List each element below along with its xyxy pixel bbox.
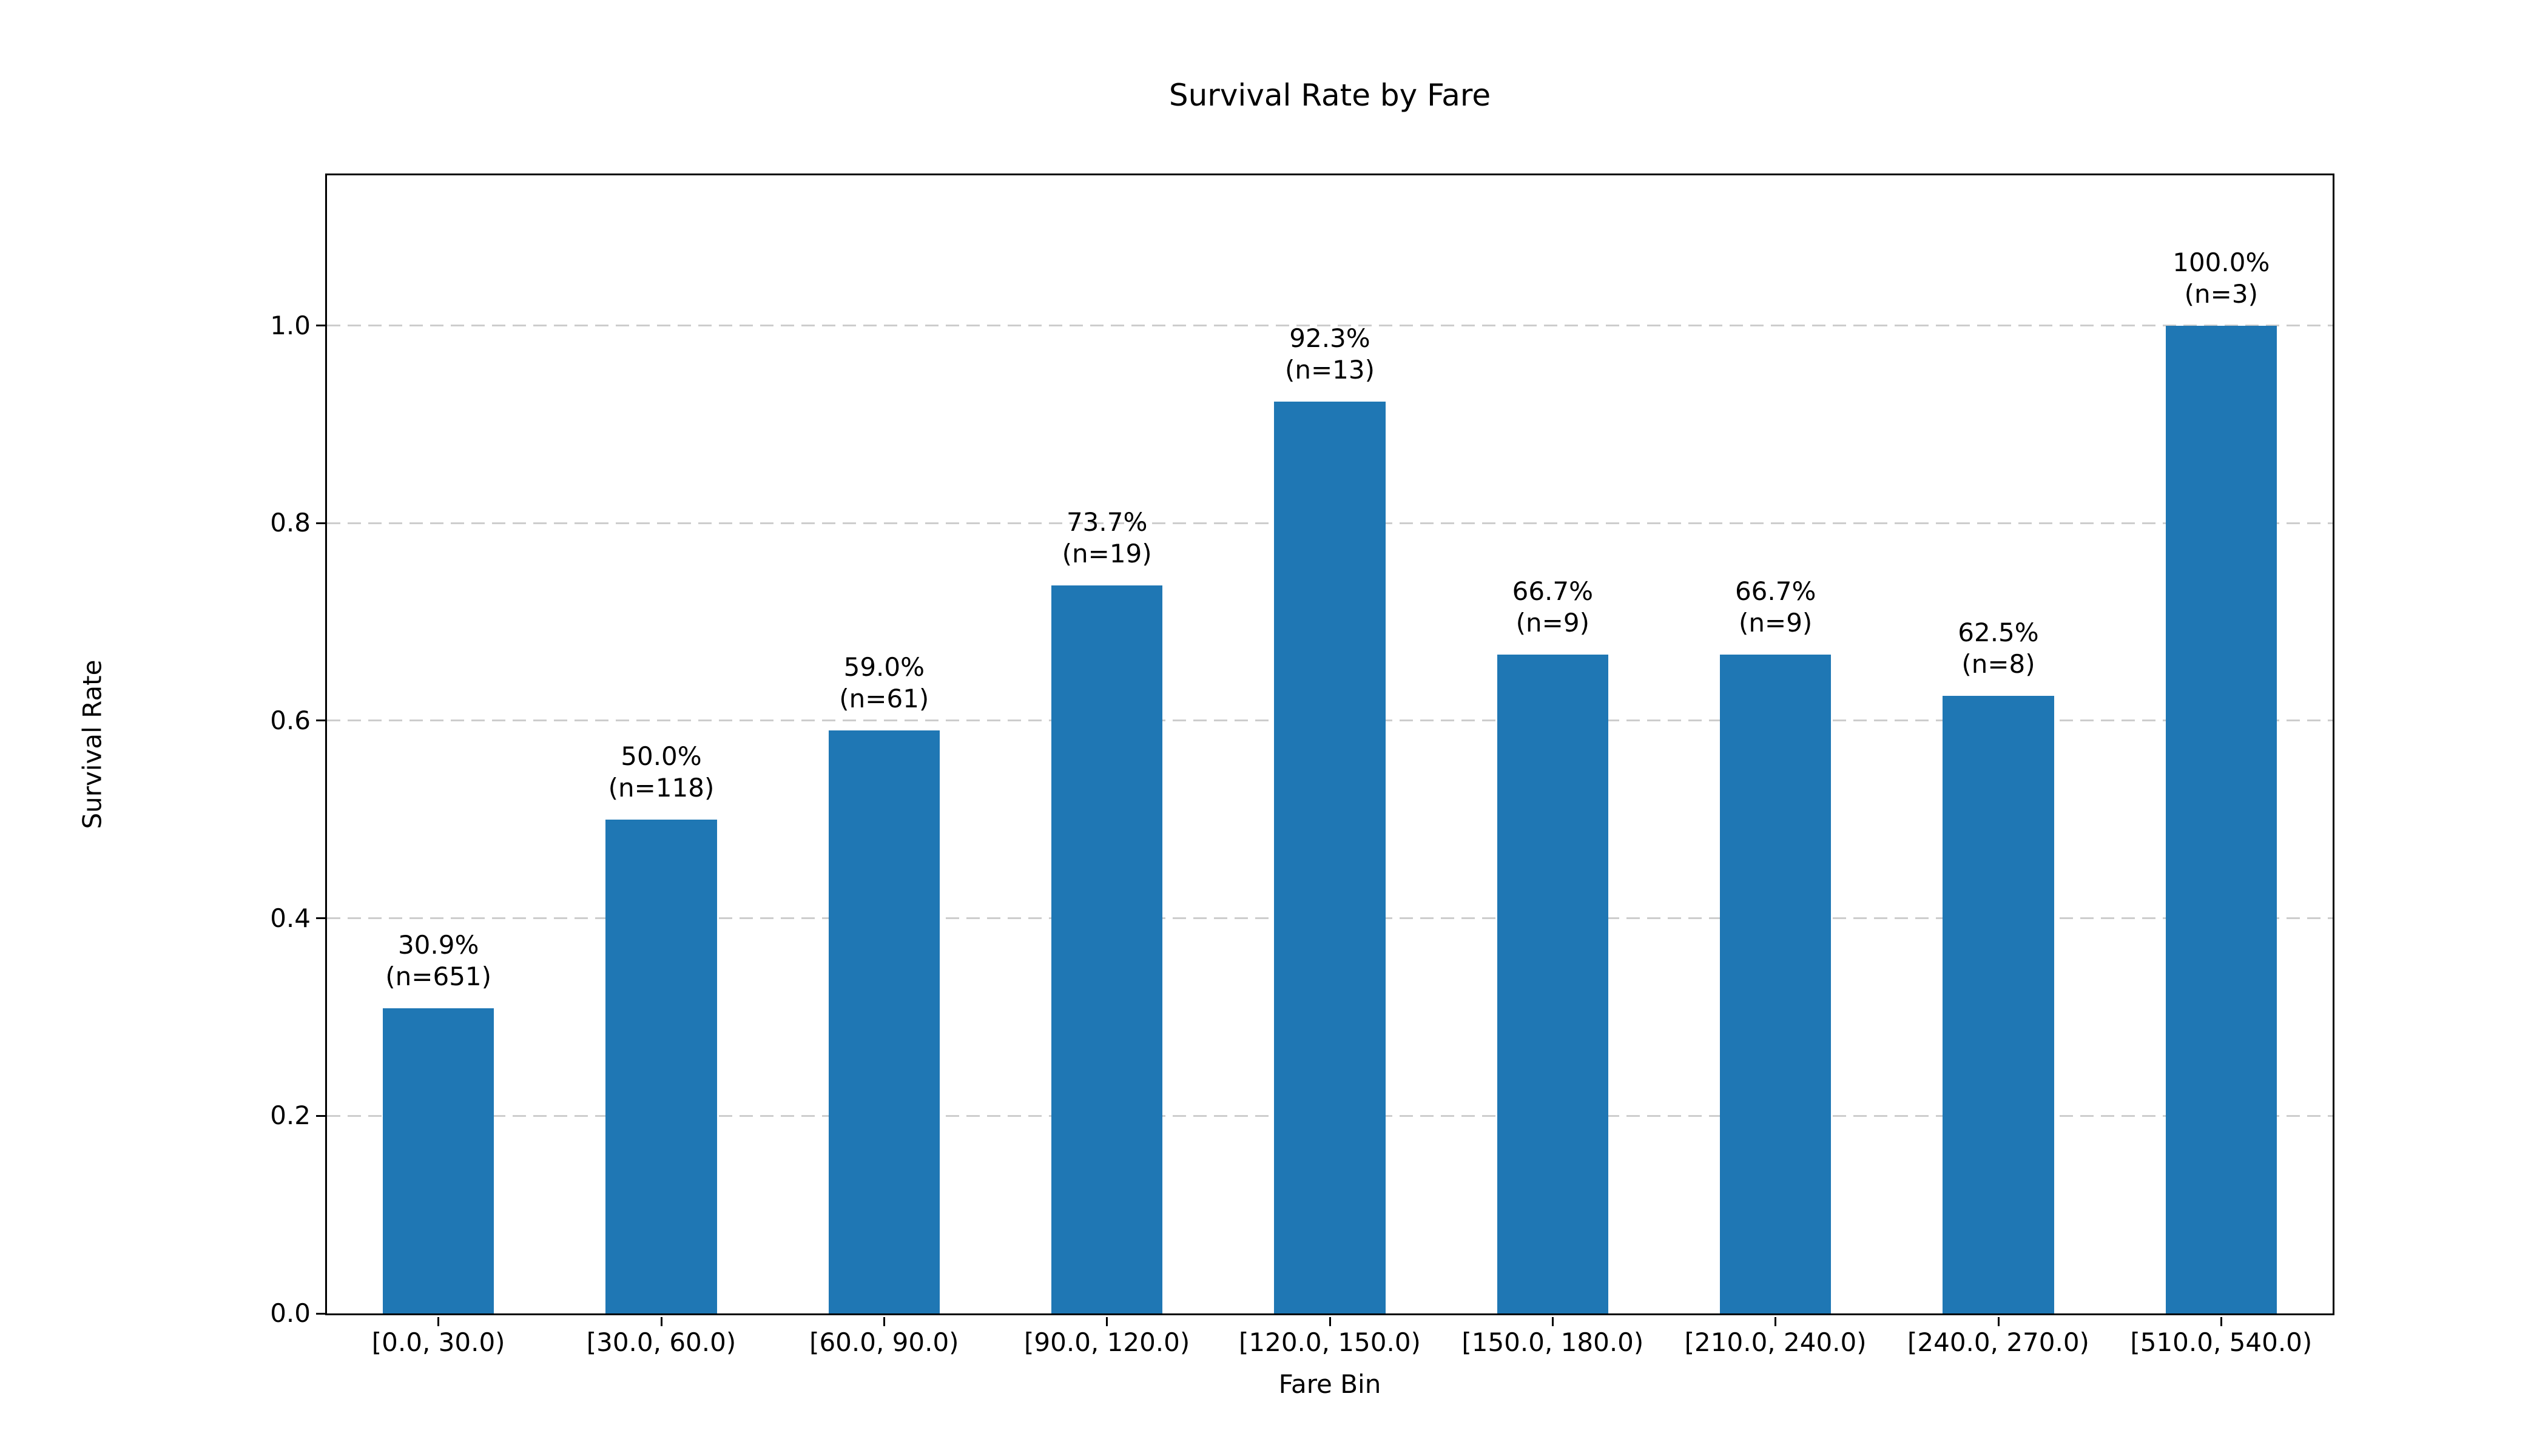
x-tick-label: [30.0, 60.0) (586, 1327, 736, 1357)
bar-value-label: 66.7% (n=9) (1441, 576, 1664, 639)
x-tick-label: [150.0, 180.0) (1461, 1327, 1644, 1357)
x-tick-label: [240.0, 270.0) (1907, 1327, 2089, 1357)
bar-count: (n=118) (608, 772, 715, 803)
bar-value-label: 73.7% (n=19) (996, 507, 1218, 570)
bar-count: (n=9) (1739, 607, 1813, 638)
bar (1497, 654, 1609, 1313)
bar-percent: 59.0% (843, 652, 925, 682)
bar (1943, 696, 2054, 1313)
y-tick (316, 325, 325, 327)
x-tick (883, 1317, 885, 1326)
bar (605, 819, 717, 1313)
x-tick (1329, 1317, 1331, 1326)
plot-area: 0.0 0.2 0.4 0.6 0.8 1.0 30.9% (n=651) [0.0, 30.0… (270, 174, 2334, 1357)
y-tick-label: 0.4 (270, 903, 311, 933)
bar-percent: 100.0% (2172, 247, 2270, 277)
y-tick (316, 917, 325, 920)
bar-value-label: 30.9% (n=651) (327, 929, 550, 993)
gridline (327, 325, 2333, 327)
bar-percent: 50.0% (621, 741, 702, 771)
bar (1051, 585, 1163, 1313)
bar-value-label: 62.5% (n=8) (1887, 617, 2109, 680)
x-axis-title: Fare Bin (1278, 1369, 1381, 1399)
x-tick (1997, 1317, 2000, 1326)
y-tick-label: 0.0 (270, 1298, 311, 1328)
x-tick (1774, 1317, 1777, 1326)
bar (1274, 401, 1386, 1313)
chart-title: Survival Rate by Fare (1168, 78, 1491, 113)
y-tick-label: 0.2 (270, 1100, 311, 1131)
bar-value-label: 59.0% (n=61) (773, 652, 996, 715)
x-tick (1106, 1317, 1108, 1326)
x-tick (437, 1317, 440, 1326)
x-tick-label: [210.0, 240.0) (1684, 1327, 1867, 1357)
x-tick-label: [90.0, 120.0) (1024, 1327, 1190, 1357)
bar-percent: 30.9% (397, 929, 479, 960)
y-axis-title: Survival Rate (77, 659, 107, 829)
bar-value-label: 100.0% (n=3) (2110, 247, 2333, 310)
x-tick-label: [60.0, 90.0) (809, 1327, 959, 1357)
y-tick-label: 0.8 (270, 508, 311, 538)
x-tick (1551, 1317, 1554, 1326)
bar (1719, 654, 1832, 1313)
bar-count: (n=13) (1284, 354, 1375, 385)
bar (382, 1008, 494, 1313)
y-tick (316, 1114, 325, 1117)
bar (828, 730, 940, 1313)
y-tick (316, 1312, 325, 1315)
x-tick (2220, 1317, 2222, 1326)
bar-count: (n=19) (1062, 538, 1152, 568)
bar-count: (n=8) (1961, 649, 2035, 679)
y-tick-label: 0.6 (270, 705, 311, 735)
bar-count: (n=9) (1515, 607, 1589, 638)
bar-percent: 66.7% (1512, 576, 1594, 606)
x-tick-label: [510.0, 540.0) (2130, 1327, 2313, 1357)
bar-count: (n=651) (385, 961, 492, 991)
x-tick (660, 1317, 662, 1326)
y-tick (316, 522, 325, 524)
bar-count: (n=61) (839, 684, 929, 714)
y-tick (316, 720, 325, 722)
x-tick-label: [0.0, 30.0) (371, 1327, 505, 1357)
bar-value-label: 50.0% (n=118) (550, 741, 772, 804)
bar-percent: 73.7% (1066, 507, 1148, 537)
bar (2165, 325, 2277, 1313)
bar-percent: 92.3% (1289, 323, 1370, 353)
bar-count: (n=3) (2184, 278, 2258, 309)
bar-value-label: 92.3% (n=13) (1218, 323, 1441, 386)
x-tick-label: [120.0, 150.0) (1239, 1327, 1421, 1357)
bar-value-label: 66.7% (n=9) (1664, 576, 1887, 639)
y-tick-label: 1.0 (270, 310, 311, 340)
bar-percent: 66.7% (1734, 576, 1816, 606)
bar-percent: 62.5% (1958, 618, 2039, 648)
